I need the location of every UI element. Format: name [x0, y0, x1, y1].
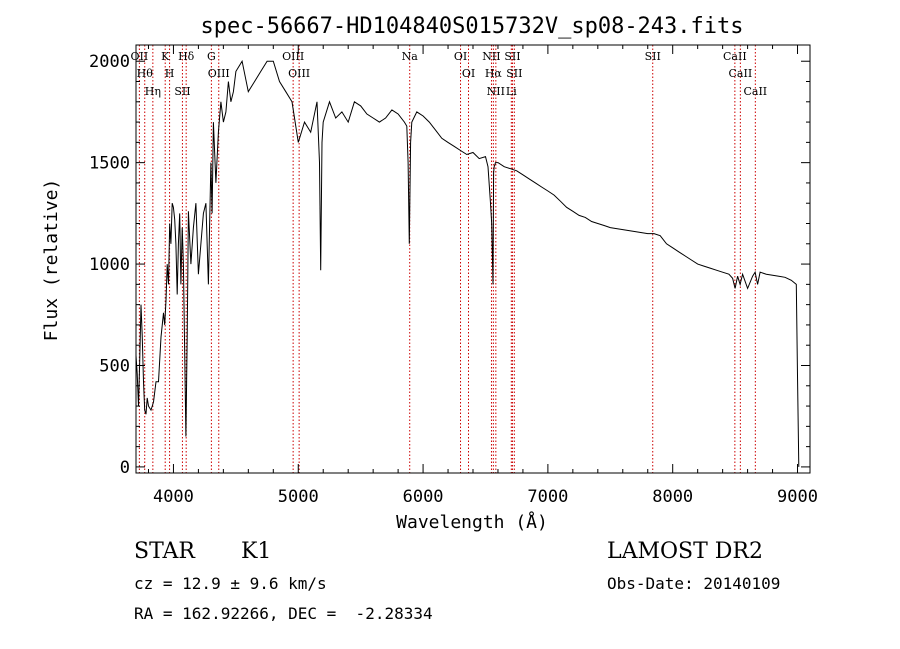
y-tick-label: 500: [99, 356, 130, 376]
line-marker-label: OIII: [208, 67, 230, 80]
line-marker-label: SII: [506, 67, 522, 80]
coordinates: RA = 162.92266, DEC = -2.28334: [134, 604, 433, 623]
x-axis-label: Wavelength (Å): [396, 511, 548, 533]
line-marker-label: SII: [645, 50, 661, 63]
chart-title: spec-56667-HD104840S015732V_sp08-243.fit…: [200, 14, 743, 39]
survey-name: LAMOST DR2: [607, 539, 763, 564]
y-tick-label: 0: [120, 458, 130, 478]
x-tick-label: 9000: [777, 487, 818, 507]
line-marker-label: SII: [174, 85, 190, 98]
plot-frame: [135, 44, 811, 474]
x-tick-label: 6000: [403, 487, 444, 507]
spectrum-series-line: [135, 59, 800, 467]
x-tick-label: 8000: [652, 487, 693, 507]
redshift-velocity: cz = 12.9 ± 9.6 km/s: [134, 574, 327, 593]
line-marker-label: G: [207, 50, 216, 63]
y-tick-label: 1000: [89, 255, 130, 275]
line-marker-label: OI: [454, 50, 467, 63]
line-marker-label: Li: [506, 85, 517, 98]
line-marker-label: CaII: [723, 50, 747, 63]
line-marker-label: Hθ: [137, 67, 154, 80]
object-subclass: K1: [241, 539, 272, 564]
line-marker-label: Hη: [145, 85, 161, 98]
y-tick-label: 1500: [89, 154, 130, 174]
y-axis-ticks: 0 500 1000 1500 2000: [89, 52, 810, 478]
line-marker-label: NII: [482, 50, 500, 63]
line-marker-label: Hδ: [178, 50, 195, 63]
x-tick-label: 4000: [153, 487, 194, 507]
line-marker-label: OIII: [282, 50, 304, 63]
line-marker-label: H: [165, 67, 175, 80]
line-marker-label: NII: [487, 85, 505, 98]
x-axis-ticks: 4000 5000 6000 7000 8000 9000: [147, 45, 818, 507]
object-class: STAR: [134, 539, 195, 564]
spectral-line-markers: [138, 45, 756, 473]
line-marker-label: OII: [131, 50, 149, 63]
observation-date: Obs-Date: 20140109: [607, 574, 781, 593]
line-marker-label: K: [161, 50, 170, 63]
line-marker-label: SII: [504, 50, 520, 63]
x-tick-label: 5000: [278, 487, 319, 507]
line-marker-label: Hα: [485, 67, 503, 80]
line-marker-label: CaII: [729, 67, 753, 80]
line-marker-label: OI: [462, 67, 475, 80]
line-marker-label: CaII: [743, 85, 767, 98]
x-tick-label: 7000: [527, 487, 568, 507]
spectral-line-labels: OII Hθ Hη KH SII Hδ G OIII OIII OIII Na OI OI NII Hα NI…: [131, 50, 768, 98]
y-tick-label: 2000: [89, 52, 130, 72]
line-marker-label: OIII: [288, 67, 310, 80]
y-axis-label: Flux (relative): [41, 179, 62, 342]
line-marker-label: Na: [402, 50, 419, 63]
